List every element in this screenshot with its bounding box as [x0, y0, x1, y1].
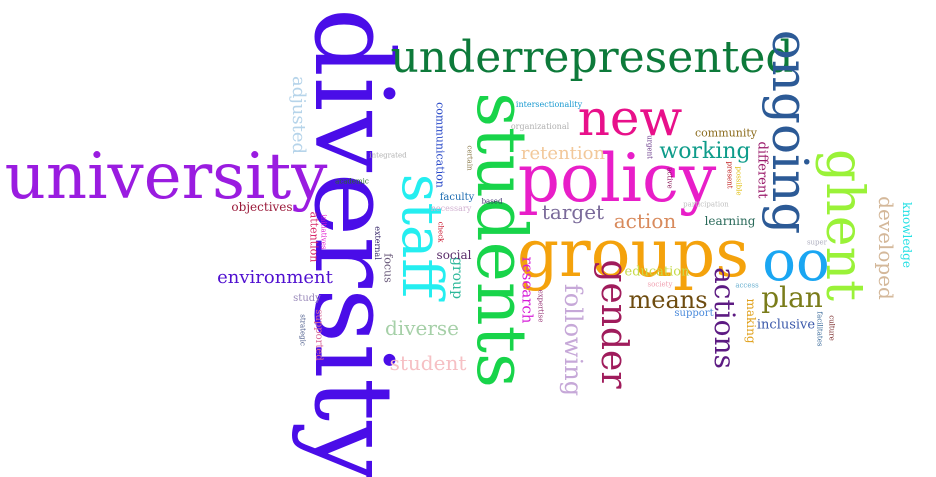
word-working: working [659, 139, 751, 164]
word-following: following [559, 283, 587, 397]
word-certain: certain [465, 145, 474, 171]
word-community: community [695, 126, 757, 140]
word-check: check [436, 221, 445, 243]
word-objectives: objectives [231, 200, 293, 214]
word-adjusted: adjusted [288, 75, 309, 155]
word-organizational: organizational [510, 122, 570, 131]
word-strategic: strategic [298, 314, 307, 346]
word-target: target [541, 200, 605, 224]
word-society: society [647, 280, 673, 289]
word-initiatives: initiatives [319, 214, 328, 250]
word-necessary: necessary [430, 204, 472, 213]
word-study: study [293, 293, 321, 304]
word-faculty: faculty [439, 192, 475, 203]
word-means: means [628, 286, 708, 314]
word-research: research [518, 256, 537, 324]
word-groups: groups [516, 215, 750, 292]
word-group: group [449, 256, 465, 300]
word-environment: environment [217, 267, 333, 288]
word-facilitates: facilitates [815, 311, 824, 347]
word-education: education [624, 264, 690, 280]
word-developed: developed [874, 196, 898, 300]
word-based: based [481, 197, 503, 206]
word-new: new [577, 89, 683, 147]
word-actions: actions [708, 267, 741, 369]
word-learning: learning [704, 214, 756, 228]
word-culture: culture [827, 315, 836, 341]
word-active: active [665, 167, 674, 189]
word-different: different [754, 141, 770, 199]
word-underrepresented: underrepresented [390, 32, 794, 83]
word-plan: plan [761, 281, 823, 314]
word-super: super [806, 238, 828, 247]
word-ongoing: ongoing [761, 29, 819, 235]
word-supported: supported [313, 309, 324, 361]
word-external: external [373, 226, 382, 260]
word-present: present [725, 161, 734, 189]
word-communication: communication [433, 102, 447, 188]
word-social: social [436, 248, 472, 262]
word-access: access [735, 281, 759, 290]
word-knowledge: knowledge [900, 202, 914, 268]
word-integrated: integrated [369, 151, 407, 160]
word-expertise: expertise [536, 289, 545, 323]
word-oo: oo [762, 229, 830, 294]
word-making: making [744, 298, 758, 344]
word-inclusive: inclusive [756, 317, 816, 333]
word-retention: retention [520, 143, 606, 164]
word-academic: academic [335, 177, 369, 186]
word-urgent: urgent [645, 135, 654, 159]
word-possible: possible [734, 166, 743, 196]
word-support: support [674, 308, 714, 319]
word-university: university [4, 140, 328, 214]
word-participation: participation [683, 200, 729, 209]
word-intersectionality: intersectionality [515, 100, 583, 109]
word-student: student [389, 351, 467, 375]
word-policy: policy [517, 140, 717, 217]
word-action: action [613, 209, 677, 233]
word-attention: attention [307, 211, 321, 263]
word-diverse: diverse [385, 316, 459, 340]
word-focus: focus [381, 253, 395, 283]
